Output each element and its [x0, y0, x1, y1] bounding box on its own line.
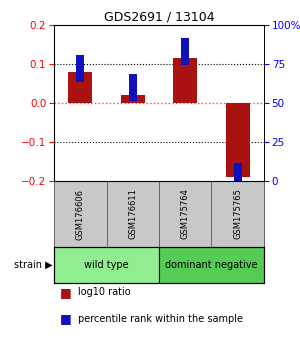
Bar	[54, 181, 106, 247]
Bar	[181, 38, 189, 65]
Text: dominant negative: dominant negative	[165, 260, 258, 270]
Text: GSM176611: GSM176611	[128, 189, 137, 239]
Text: GSM176606: GSM176606	[76, 189, 85, 240]
Bar	[121, 95, 145, 103]
Text: ■: ■	[60, 286, 72, 298]
Bar	[212, 181, 264, 247]
Bar	[129, 74, 137, 101]
Text: strain ▶: strain ▶	[14, 260, 53, 270]
Bar	[226, 103, 250, 177]
Bar	[159, 247, 264, 283]
Bar	[68, 72, 92, 103]
Text: GSM175764: GSM175764	[181, 189, 190, 239]
Text: ■: ■	[60, 312, 72, 325]
Bar	[54, 247, 159, 283]
Text: log10 ratio: log10 ratio	[78, 287, 130, 297]
Bar	[234, 163, 242, 190]
Text: GSM175765: GSM175765	[233, 189, 242, 239]
Bar	[76, 55, 84, 82]
Bar	[159, 181, 211, 247]
Title: GDS2691 / 13104: GDS2691 / 13104	[104, 11, 214, 24]
Bar	[173, 58, 197, 103]
Bar	[106, 181, 159, 247]
Text: percentile rank within the sample: percentile rank within the sample	[78, 314, 243, 324]
Text: wild type: wild type	[84, 260, 129, 270]
